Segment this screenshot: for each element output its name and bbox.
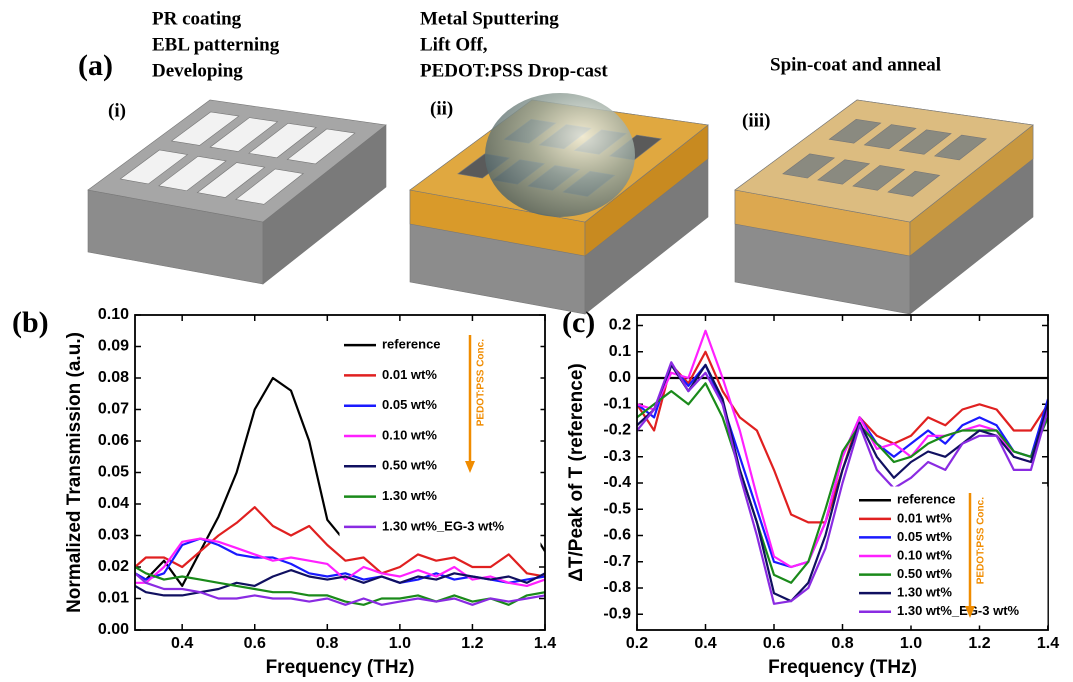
- y-tick-label: 0.1: [609, 343, 631, 360]
- x-tick-label: 0.4: [694, 635, 716, 652]
- x-tick-label: 0.4: [171, 635, 193, 652]
- y-tick-label: -0.9: [603, 605, 631, 622]
- legend-label: reference: [897, 492, 956, 507]
- legend-label: reference: [382, 337, 441, 352]
- legend-label: 1.30 wt%_EG-3 wt%: [897, 603, 1020, 618]
- x-tick-label: 0.6: [244, 635, 266, 652]
- y-tick-label: 0.07: [98, 401, 129, 418]
- x-tick-label: 1.0: [389, 635, 411, 652]
- y-axis-title: Normalized Transmission (a.u.): [64, 332, 85, 613]
- legend-label: 0.10 wt%: [382, 427, 437, 442]
- y-tick-label: -0.1: [603, 395, 631, 412]
- schematic: [88, 93, 1033, 314]
- panel-label: (c): [562, 306, 595, 339]
- step-text: Spin-coat and anneal: [770, 54, 941, 75]
- step-label: (iii): [742, 110, 771, 131]
- legend-label: 0.50 wt%: [897, 566, 952, 581]
- step-label: (i): [108, 100, 126, 121]
- step-text: PEDOT:PSS Drop-cast: [420, 60, 608, 81]
- legend-label: 1.30 wt%: [897, 585, 952, 600]
- series-line: [135, 567, 545, 605]
- y-tick-label: 0.05: [98, 464, 129, 481]
- y-tick-label: 0.04: [98, 495, 129, 512]
- legend-label: 0.05 wt%: [382, 397, 437, 412]
- step-text: Developing: [152, 60, 243, 81]
- annotation: PEDOT:PSS Conc.: [476, 339, 487, 426]
- x-tick-label: 0.6: [763, 635, 785, 652]
- panel-label: (b): [12, 306, 49, 339]
- y-axis-title: ΔT/Peak of T (reference): [566, 363, 587, 582]
- x-tick-label: 0.8: [316, 635, 338, 652]
- x-axis-title: Frequency (THz): [266, 657, 415, 678]
- x-tick-label: 0.2: [626, 635, 648, 652]
- x-tick-label: 0.8: [831, 635, 853, 652]
- legend-label: 0.10 wt%: [897, 547, 952, 562]
- legend-label: 0.05 wt%: [897, 529, 952, 544]
- x-tick-label: 1.0: [900, 635, 922, 652]
- figure: (a) PR coating EBL patterning Developing…: [0, 0, 1073, 682]
- y-tick-label: -0.5: [603, 500, 631, 517]
- legend-label: 0.01 wt%: [897, 510, 952, 525]
- x-tick-label: 1.2: [968, 635, 990, 652]
- x-axis-title: Frequency (THz): [768, 657, 917, 678]
- droplet: [485, 93, 635, 217]
- y-tick-label: 0.00: [98, 621, 129, 638]
- y-tick-label: 0.09: [98, 338, 129, 355]
- y-tick-label: 0.2: [609, 317, 631, 334]
- legend-label: 0.50 wt%: [382, 458, 437, 473]
- y-tick-label: 0.03: [98, 527, 129, 544]
- y-tick-label: 0.02: [98, 558, 129, 575]
- legend-label: 0.01 wt%: [382, 367, 437, 382]
- y-tick-label: 0.01: [98, 590, 129, 607]
- y-tick-label: -0.4: [603, 474, 631, 491]
- step-text: Metal Sputtering: [420, 8, 559, 29]
- y-tick-label: -0.8: [603, 579, 631, 596]
- y-tick-label: 0.06: [98, 432, 129, 449]
- y-tick-label: 0.10: [98, 306, 129, 323]
- y-tick-label: 0.08: [98, 369, 129, 386]
- step-text: Lift Off,: [420, 34, 488, 55]
- legend-label: 1.30 wt%: [382, 488, 437, 503]
- annotation: PEDOT:PSS Conc.: [976, 497, 987, 584]
- x-tick-label: 1.4: [1037, 635, 1059, 652]
- panel-label: (a): [78, 49, 113, 82]
- step-text: EBL patterning: [152, 34, 280, 55]
- step-text: PR coating: [152, 8, 242, 29]
- step-label: (ii): [430, 98, 453, 119]
- y-tick-label: -0.3: [603, 448, 631, 465]
- x-tick-label: 1.2: [461, 635, 483, 652]
- y-tick-label: 0.0: [609, 369, 631, 386]
- y-tick-label: -0.6: [603, 527, 631, 544]
- y-tick-label: -0.2: [603, 422, 631, 439]
- y-tick-label: -0.7: [603, 553, 631, 570]
- x-tick-label: 1.4: [534, 635, 556, 652]
- legend-label: 1.30 wt%_EG-3 wt%: [382, 518, 505, 533]
